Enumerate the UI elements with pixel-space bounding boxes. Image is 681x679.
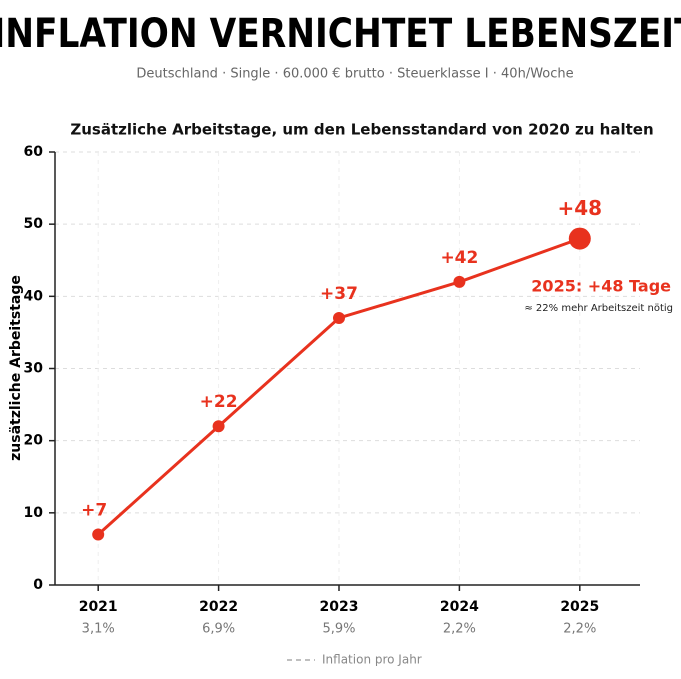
y-tick-label: 10: [24, 505, 44, 521]
plot-title: Zusätzliche Arbeitstage, um den Lebensst…: [70, 121, 653, 139]
inflation-label: 6,9%: [202, 622, 235, 637]
inflation-label: 3,1%: [82, 622, 115, 637]
x-tick-label: 2024: [440, 599, 479, 615]
value-label: +37: [320, 284, 358, 304]
annotation-title: 2025: +48 Tage: [531, 277, 671, 296]
inflation-label: 2,2%: [443, 622, 476, 637]
point: [92, 528, 105, 541]
x-tick-label: 2022: [199, 599, 238, 615]
legend-label: Inflation pro Jahr: [322, 653, 422, 667]
chart-title: INFLATION VERNICHTET LEBENSZEIT: [0, 10, 681, 57]
y-tick-label: 20: [24, 433, 44, 449]
inflation-label: 5,9%: [322, 622, 355, 637]
value-label: +7: [81, 500, 107, 520]
value-label: +48: [558, 196, 603, 220]
point: [212, 420, 225, 433]
annotation-text: ≈ 22% mehr Arbeitszeit nötig: [524, 303, 673, 314]
y-axis-label: zusätzliche Arbeitstage: [8, 275, 24, 461]
point: [568, 227, 591, 250]
y-tick-label: 60: [24, 144, 44, 160]
y-tick-label: 50: [24, 216, 44, 232]
subtitle: Deutschland · Single · 60.000 € brutto ·…: [136, 67, 573, 82]
y-tick-label: 40: [24, 288, 44, 304]
inflation-label: 2,2%: [563, 622, 596, 637]
y-tick-label: 30: [24, 361, 44, 377]
x-tick-label: 2021: [79, 599, 118, 615]
value-label: +42: [440, 248, 478, 268]
x-tick-label: 2025: [560, 599, 599, 615]
point: [333, 311, 345, 324]
value-label: +22: [200, 392, 238, 412]
point: [453, 275, 466, 288]
y-tick-label: 0: [33, 577, 43, 593]
x-tick-label: 2023: [320, 599, 359, 615]
